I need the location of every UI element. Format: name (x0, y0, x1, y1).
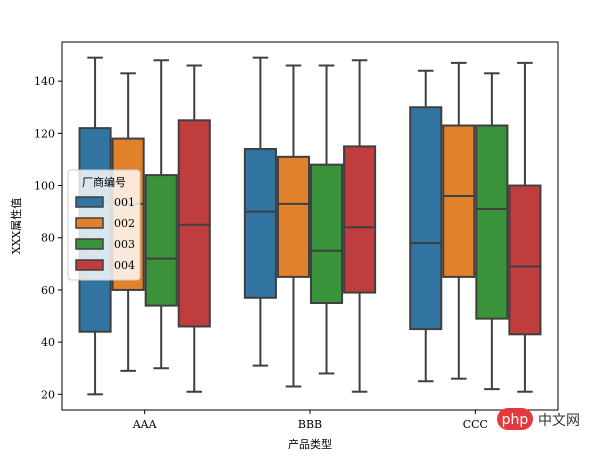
legend-items: 001 002 003 004 (75, 196, 135, 272)
box-iqr (343, 145, 377, 294)
box-CCC-003 (475, 72, 509, 391)
y-tick-label: 40 (41, 336, 55, 349)
box-iqr (177, 119, 211, 328)
legend-label-004: 004 (114, 259, 135, 272)
legend-title: 厂商编号 (82, 175, 126, 189)
box-iqr (144, 174, 178, 307)
y-tick-label: 120 (34, 127, 55, 140)
box-CCC-001 (409, 69, 443, 383)
box-iqr (442, 124, 476, 278)
box-AAA-003 (144, 59, 178, 370)
box-iqr (409, 106, 443, 331)
legend-swatch-002 (75, 217, 104, 229)
x-tick-label: AAA (132, 418, 158, 431)
watermark-badge (497, 408, 533, 430)
legend-label-002: 002 (114, 217, 135, 230)
watermark: php 中文网 CSDN @侯小啾 (452, 408, 580, 450)
legend-swatch-003 (75, 238, 104, 250)
box-iqr (475, 124, 509, 320)
y-axis-label: XXX属性值 (9, 198, 23, 255)
box-layer (78, 56, 542, 396)
box-iqr (309, 163, 344, 304)
y-tick-label: 100 (34, 180, 55, 193)
legend: 厂商编号 001 002 003 004 (67, 169, 141, 281)
box-iqr (508, 184, 542, 336)
legend-label-003: 003 (114, 238, 135, 251)
box-BBB-003 (309, 64, 344, 375)
watermark-badge-text: php (502, 412, 529, 428)
y-axis-ticks: 20 40 60 80 100 120 140 (34, 75, 62, 401)
box-CCC-004 (508, 61, 542, 393)
legend-swatch-001 (75, 196, 104, 208)
x-tick-label: CCC (463, 418, 488, 431)
legend-label-001: 001 (114, 196, 135, 209)
x-axis-label: 产品类型 (288, 437, 332, 451)
box-BBB-004 (343, 59, 377, 393)
box-iqr (276, 155, 311, 278)
box-BBB-001 (243, 56, 277, 367)
x-axis-ticks: AAA BBB CCC (132, 410, 488, 431)
y-tick-label: 60 (41, 284, 55, 297)
y-tick-label: 80 (41, 232, 55, 245)
watermark-source: CSDN @侯小啾 (452, 434, 552, 450)
y-tick-label: 20 (41, 388, 55, 401)
legend-swatch-004 (75, 259, 104, 271)
box-AAA-004 (177, 64, 211, 393)
y-tick-label: 140 (34, 75, 55, 88)
watermark-site: 中文网 (538, 413, 580, 429)
x-tick-label: BBB (298, 418, 322, 431)
box-iqr (243, 148, 277, 299)
box-BBB-002 (276, 64, 311, 388)
box-CCC-002 (442, 61, 476, 380)
